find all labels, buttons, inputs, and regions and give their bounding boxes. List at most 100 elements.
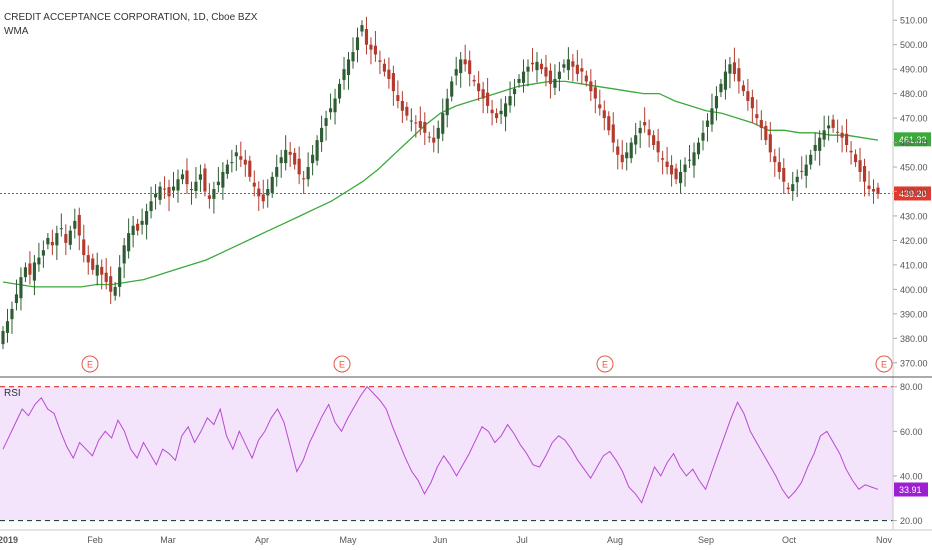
price-y-tick-label: 400.00 bbox=[900, 285, 928, 295]
x-tick-label: Jul bbox=[516, 535, 528, 545]
last-price-line-layer: 439.20 461.32 bbox=[0, 132, 931, 201]
candle-body bbox=[459, 59, 463, 74]
price-y-tick-label: 490.00 bbox=[900, 65, 928, 75]
candle-body bbox=[221, 171, 225, 188]
rsi-band bbox=[0, 386, 893, 521]
candle-body bbox=[333, 98, 337, 113]
candle-body bbox=[611, 124, 615, 143]
candle-body bbox=[68, 230, 72, 245]
candle-body bbox=[225, 164, 229, 174]
candle-body bbox=[351, 52, 355, 62]
candle-body bbox=[342, 69, 346, 80]
price-y-tick-label: 460.00 bbox=[900, 138, 928, 148]
candle-body bbox=[162, 188, 167, 190]
candle-body bbox=[598, 104, 602, 109]
candle-body bbox=[836, 131, 840, 133]
candle-body bbox=[678, 171, 683, 184]
candle-body bbox=[293, 152, 297, 165]
candle-body bbox=[477, 83, 481, 92]
candle-body bbox=[831, 119, 835, 128]
candle-body bbox=[337, 83, 342, 99]
wma-layer bbox=[2, 80, 879, 288]
candle-body bbox=[180, 174, 185, 180]
candle-body bbox=[373, 45, 378, 55]
candle-body bbox=[535, 61, 539, 71]
candle-body bbox=[239, 156, 243, 160]
price-y-tick-label: 500.00 bbox=[900, 40, 928, 50]
candle-body bbox=[759, 120, 763, 128]
candle-body bbox=[145, 211, 149, 225]
candle-body bbox=[1, 330, 5, 345]
candle-body bbox=[100, 266, 104, 275]
candle-body bbox=[849, 150, 853, 153]
price-y-tick-label: 450.00 bbox=[900, 163, 928, 173]
candle-body bbox=[14, 294, 19, 304]
candle-body bbox=[665, 161, 669, 168]
candle-body bbox=[629, 142, 633, 159]
candle-body bbox=[512, 88, 517, 95]
candle-body bbox=[625, 152, 629, 159]
candle-body bbox=[593, 87, 597, 99]
candle-body bbox=[288, 151, 292, 155]
candle-body bbox=[876, 187, 880, 194]
candle-body bbox=[571, 61, 575, 67]
candle-body bbox=[320, 127, 324, 143]
candle-body bbox=[804, 164, 808, 176]
candle-body bbox=[687, 159, 692, 161]
candle-body bbox=[230, 162, 234, 164]
candle-body bbox=[580, 68, 584, 72]
candle-body bbox=[414, 122, 418, 124]
earnings-marker-label: E bbox=[881, 360, 887, 370]
candle-body bbox=[432, 137, 436, 143]
x-tick-label: 2019 bbox=[0, 535, 18, 545]
candle-body bbox=[86, 255, 90, 263]
candle-body bbox=[768, 134, 772, 153]
candle-body bbox=[364, 29, 369, 45]
candle-body bbox=[853, 154, 858, 163]
candle-body bbox=[607, 116, 611, 131]
price-y-tick-label: 420.00 bbox=[900, 236, 928, 246]
candle-body bbox=[450, 81, 454, 97]
candle-body bbox=[32, 262, 36, 281]
candle-body bbox=[28, 263, 32, 275]
candle-body bbox=[696, 142, 701, 155]
candle-body bbox=[400, 100, 404, 111]
x-tick-label: Mar bbox=[160, 535, 176, 545]
candle-body bbox=[73, 220, 77, 229]
candle-body bbox=[252, 182, 256, 187]
x-tick-label: Aug bbox=[607, 535, 623, 545]
candle-body bbox=[741, 85, 745, 92]
candle-body bbox=[284, 149, 288, 164]
x-tick-label: Nov bbox=[876, 535, 893, 545]
candle-body bbox=[732, 62, 736, 75]
candle-body bbox=[566, 59, 570, 71]
candle-body bbox=[302, 178, 306, 180]
candle-body bbox=[445, 98, 449, 116]
candle-body bbox=[311, 154, 315, 164]
candle-body bbox=[436, 127, 440, 139]
chart-title: CREDIT ACCEPTANCE CORPORATION, 1D, Cboe … bbox=[4, 12, 258, 23]
candle-body bbox=[670, 165, 674, 175]
candle-body bbox=[526, 66, 530, 72]
candle-body bbox=[91, 258, 95, 270]
price-y-tick-label: 470.00 bbox=[900, 114, 928, 124]
candle-body bbox=[548, 70, 553, 84]
rsi-y-tick-label: 20.00 bbox=[900, 516, 923, 526]
candles bbox=[1, 16, 880, 350]
candle-body bbox=[266, 189, 270, 196]
candle-body bbox=[185, 170, 189, 185]
candle-body bbox=[122, 245, 126, 264]
candle-body bbox=[131, 225, 135, 236]
candle-body bbox=[391, 73, 395, 92]
x-tick-label: May bbox=[339, 535, 357, 545]
candle-body bbox=[82, 239, 86, 256]
candle-body bbox=[346, 59, 351, 76]
candle-body bbox=[306, 167, 310, 180]
candle-body bbox=[118, 267, 122, 287]
candle-body bbox=[800, 170, 804, 172]
x-tick-label: Oct bbox=[782, 535, 797, 545]
earnings-marker-label: E bbox=[87, 360, 93, 370]
candle-body bbox=[153, 193, 158, 198]
candle-body bbox=[198, 174, 203, 180]
